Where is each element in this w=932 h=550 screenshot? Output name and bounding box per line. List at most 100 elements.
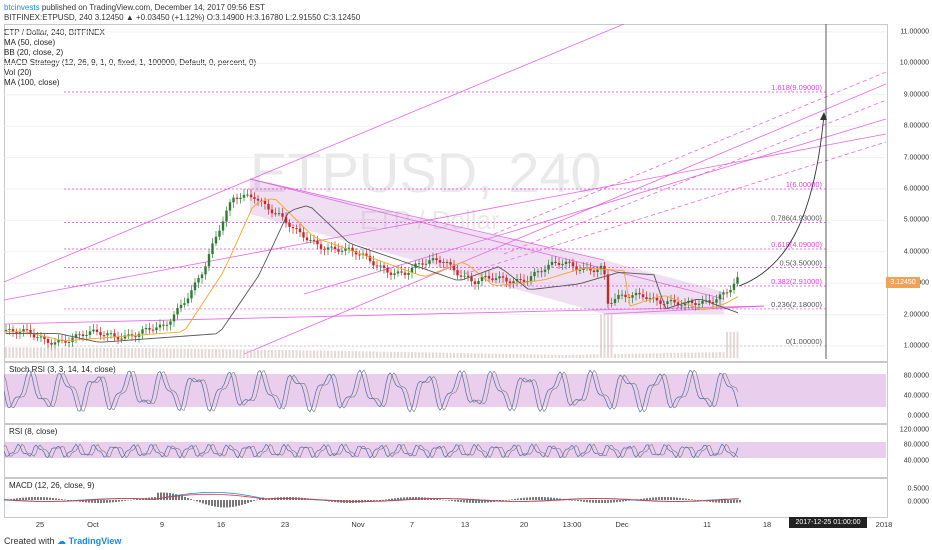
macd-histogram-bar — [94, 500, 96, 503]
rsi-axis[interactable]: 120.0000 80.0000 40.0000 — [886, 424, 932, 476]
volume-bar — [92, 347, 95, 358]
macd-axis[interactable]: 0.5000 0.0000 — [886, 478, 932, 516]
macd-histogram-bar — [178, 495, 180, 500]
volume-bar — [260, 349, 263, 358]
macd-histogram-bar — [370, 500, 372, 502]
volume-bar — [589, 354, 592, 358]
volume-bar — [635, 353, 637, 358]
candle-body — [389, 272, 393, 275]
macd-histogram-bar — [715, 500, 717, 503]
macd-histogram-bar — [67, 500, 69, 501]
volume-bar — [288, 350, 291, 358]
trend-line — [243, 83, 886, 355]
volume-bar — [698, 352, 700, 358]
volume-bar — [631, 353, 634, 358]
indicator-label[interactable]: BB (20, close, 2) — [4, 48, 64, 57]
candle-body — [316, 240, 319, 245]
macd-histogram-bar — [388, 498, 390, 500]
volume-bar — [89, 347, 91, 358]
candle-body — [529, 276, 533, 281]
current-price-tag: 3.12450 — [886, 277, 920, 288]
time-tick-label: 11 — [703, 520, 711, 529]
volume-bar — [5, 347, 7, 358]
price-chart[interactable]: 1.618(9.09000) 1(6.00000) 0.786(4.93000) 0.… — [4, 24, 886, 360]
macd-histogram-bar — [520, 498, 522, 500]
macd-histogram-bar — [109, 500, 111, 503]
volume-bar — [96, 347, 98, 358]
macd-histogram-bar — [214, 500, 216, 507]
volume-bar — [124, 348, 126, 358]
volume-bar — [372, 351, 375, 358]
macd-histogram-bar — [523, 497, 525, 500]
candle-body — [708, 300, 711, 303]
candle-body — [81, 334, 85, 337]
macd-histogram-bar — [685, 498, 687, 500]
indicator-label[interactable]: MA (50, close) — [4, 38, 56, 47]
volume-bar — [302, 350, 305, 358]
macd-histogram-bar — [694, 499, 696, 501]
macd-histogram-bar — [526, 497, 528, 500]
volume-bar — [558, 354, 560, 358]
volume-bar — [152, 348, 154, 358]
volume-bar — [365, 351, 368, 358]
candle-body — [463, 275, 466, 277]
volume-bar — [169, 348, 172, 358]
indicator-label[interactable]: Vol (20) — [4, 68, 32, 77]
macd-histogram-bar — [40, 497, 42, 500]
volume-bar — [701, 352, 704, 358]
stoch-rsi-panel[interactable]: Stoch RSI (3, 3, 14, 14, close) — [4, 362, 888, 424]
macd-histogram-bar — [22, 497, 24, 500]
candle-body — [295, 228, 298, 230]
macd-histogram-bar — [376, 500, 378, 501]
price-panel[interactable] — [4, 24, 888, 362]
candle-body — [305, 237, 309, 241]
candle-body — [365, 253, 368, 256]
indicator-label[interactable]: MA (100, close) — [4, 78, 60, 87]
macd-histogram-bar — [61, 499, 63, 500]
footer-brand[interactable]: TradingView — [68, 536, 122, 546]
candle-body — [330, 246, 333, 248]
volume-bar — [428, 352, 431, 358]
volume-bar — [187, 348, 189, 358]
volume-bar — [12, 347, 14, 358]
volume-bar — [103, 347, 105, 358]
macd-histogram-bar — [403, 497, 405, 500]
macd-histogram-bar — [241, 500, 243, 505]
candle-body — [676, 302, 680, 306]
volume-bar — [71, 347, 74, 358]
publisher-name[interactable]: btcinvests — [4, 3, 40, 12]
volume-bar — [148, 348, 151, 358]
candle-body — [99, 331, 102, 336]
volume-bar — [544, 354, 546, 358]
candle-body — [638, 292, 641, 295]
volume-bar — [694, 352, 697, 358]
macd-histogram-bar — [385, 499, 387, 500]
macd-histogram-bar — [31, 497, 33, 500]
volume-bar — [477, 353, 480, 358]
candle-body — [690, 300, 694, 304]
volume-bar — [390, 351, 392, 358]
time-tick-label: 25 — [35, 520, 45, 529]
stoch-axis[interactable]: 80.0000 40.0000 0.0000 — [886, 362, 932, 422]
volume-bar — [334, 350, 336, 358]
candle-body — [298, 228, 302, 233]
macd-histogram-bar — [205, 500, 207, 505]
candle-body — [53, 342, 57, 345]
volume-bar — [393, 351, 396, 358]
volume-bar — [705, 352, 707, 358]
indicator-label[interactable]: MACD Strategy (12, 26, 9, 1, 0, fixed, 1… — [4, 58, 257, 67]
price-axis[interactable]: 11.00000 10.00000 9.00000 8.00000 7.00000 6.0… — [886, 24, 932, 360]
trend-line — [603, 305, 765, 315]
volume-bar — [652, 353, 655, 358]
volume-bar — [687, 352, 690, 358]
macd-histogram-bar — [436, 498, 438, 500]
volume-bar — [624, 353, 627, 358]
macd-histogram-bar — [649, 497, 651, 500]
volume-bar — [547, 354, 550, 358]
macd-histogram-bar — [616, 500, 618, 503]
volume-bar — [267, 349, 270, 358]
macd-histogram-bar — [580, 500, 582, 502]
macd-histogram-bar — [85, 500, 87, 503]
macd-histogram-bar — [55, 498, 57, 500]
macd-histogram-bar — [184, 496, 186, 500]
